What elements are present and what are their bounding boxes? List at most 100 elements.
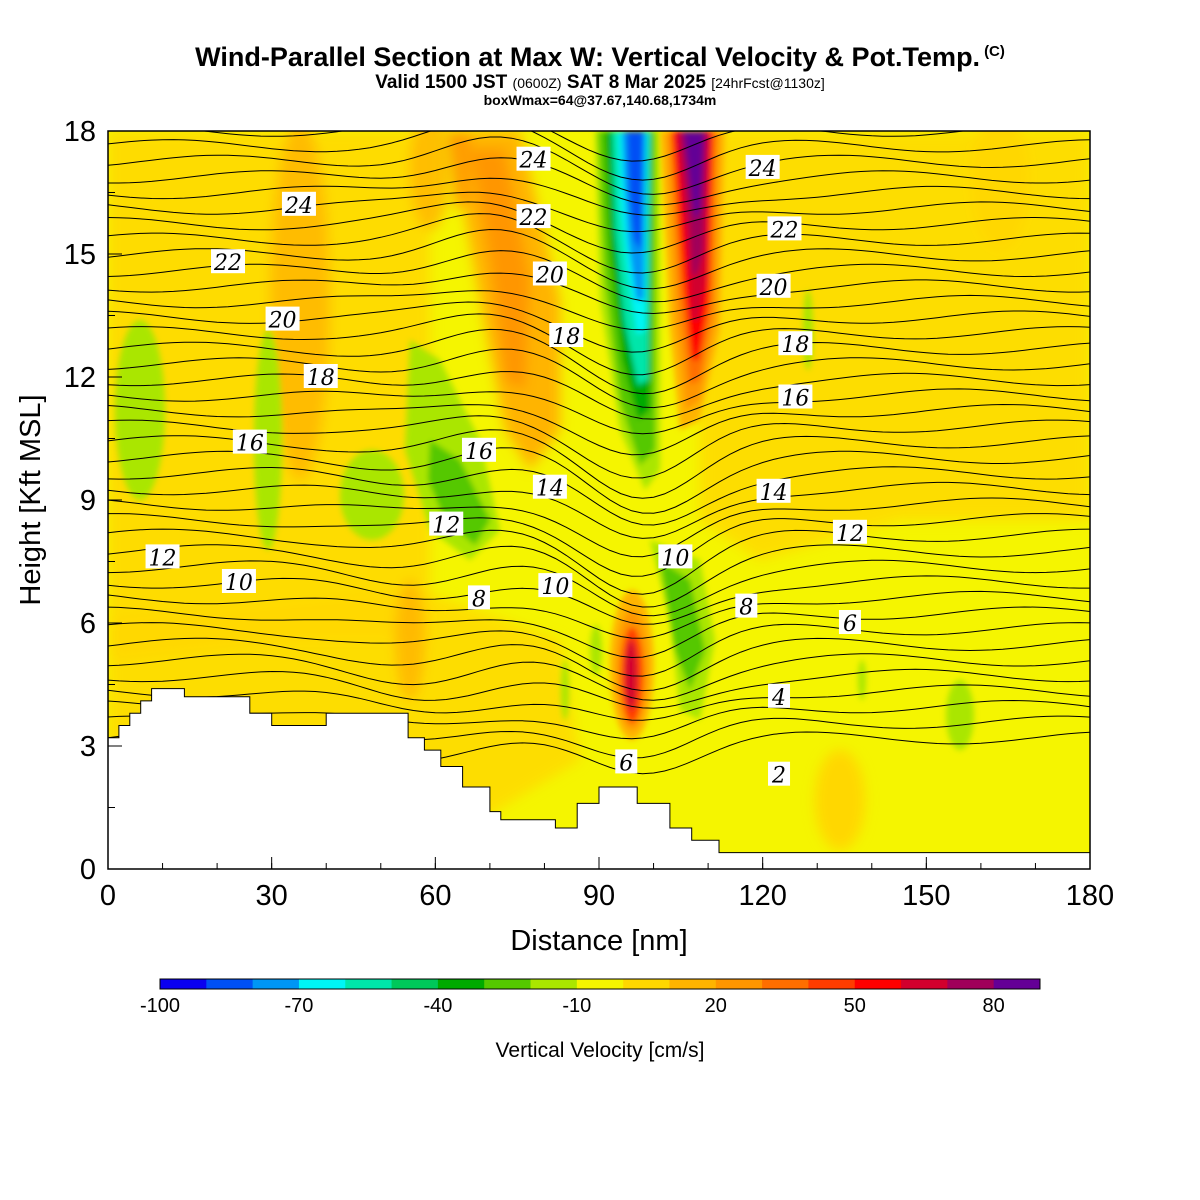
theta-contour-line xyxy=(108,177,1090,216)
theta-contour-label: 4 xyxy=(768,683,791,711)
theta-contour-line xyxy=(108,136,1090,195)
theta-contour-label: 6 xyxy=(838,610,861,637)
colorbar-swatch xyxy=(345,979,393,989)
theta-contour-line xyxy=(108,684,1090,721)
theta-contour-line xyxy=(108,528,1090,595)
svg-text:18: 18 xyxy=(781,333,809,358)
colorbar-label: Vertical Velocity [cm/s] xyxy=(496,1039,705,1062)
y-tick-label: 12 xyxy=(64,362,96,394)
theta-contour-label: 18 xyxy=(778,331,813,358)
colorbar-swatch xyxy=(762,979,809,989)
theta-contour-line xyxy=(108,653,1090,701)
theta-contour-line xyxy=(108,313,1090,376)
theta-contour-label: 14 xyxy=(756,478,791,506)
svg-text:8: 8 xyxy=(472,587,486,612)
colorbar-swatch xyxy=(437,979,485,989)
theta-contour-line xyxy=(108,606,1090,659)
colorbar-swatch xyxy=(391,979,439,989)
x-tick-label: 90 xyxy=(583,880,615,912)
y-axis-label: Height [Kft MSL] xyxy=(15,394,47,605)
x-tick-label: 120 xyxy=(738,880,786,912)
colorbar-swatch xyxy=(854,979,902,989)
theta-contour-line xyxy=(108,590,1090,639)
theta-contour-label: 24 xyxy=(516,146,551,174)
theta-contour-label: 16 xyxy=(778,384,813,412)
theta-contour-label: 12 xyxy=(832,519,867,547)
colorbar-swatch xyxy=(252,979,300,989)
colorbar: -100 -70 -40 -10 20 50 80 xyxy=(140,978,1041,1017)
svg-text:12: 12 xyxy=(836,522,864,547)
svg-text:24: 24 xyxy=(519,149,548,174)
svg-text:16: 16 xyxy=(236,432,264,457)
colorbar-tick-label: 20 xyxy=(705,995,727,1017)
svg-text:14: 14 xyxy=(760,481,788,506)
svg-text:6: 6 xyxy=(843,612,857,637)
theta-contour-line xyxy=(108,497,1090,558)
terrain-profile xyxy=(107,688,1091,870)
svg-text:20: 20 xyxy=(268,309,297,334)
colorbar-swatch xyxy=(530,979,578,989)
colorbar-swatch xyxy=(484,979,532,989)
theta-contour-label: 2 xyxy=(768,761,791,789)
chart-subtitle-2: boxWmax=64@37.67,140.68,1734m xyxy=(483,92,717,108)
theta-contour-label: 6 xyxy=(615,749,638,776)
colorbar-swatch xyxy=(669,979,717,989)
x-tick-label: 30 xyxy=(256,880,288,912)
theta-contour-line xyxy=(108,250,1090,303)
colorbar-tick-label: 50 xyxy=(844,995,866,1017)
theta-contour-line xyxy=(108,668,1090,709)
svg-text:10: 10 xyxy=(661,546,689,571)
theta-contour-line xyxy=(108,544,1090,608)
y-tick-label: 6 xyxy=(80,608,96,640)
svg-text:10: 10 xyxy=(541,575,569,600)
colorbar-swatch xyxy=(298,979,346,989)
theta-contour-line xyxy=(108,429,1090,499)
colorbar-swatch xyxy=(993,979,1041,989)
svg-text:24: 24 xyxy=(748,157,777,182)
theta-contour-line xyxy=(108,201,1090,254)
colorbar-swatch xyxy=(947,979,995,989)
x-tick-label: 180 xyxy=(1066,880,1114,912)
theta-contour-line xyxy=(108,272,1090,315)
y-tick-label: 15 xyxy=(64,239,96,271)
svg-text:16: 16 xyxy=(781,387,809,412)
theta-contour-label: 10 xyxy=(538,573,573,600)
theta-contour-label: 20 xyxy=(532,261,567,289)
x-tick-label: 150 xyxy=(902,880,950,912)
theta-contour-labels: 2422201816121024222018161412108242220181… xyxy=(145,146,867,789)
theta-contour-line xyxy=(108,228,1090,290)
colorbar-tick-label: -70 xyxy=(284,995,313,1017)
chart-subtitle: Valid 1500 JST (0600Z) SAT 8 Mar 2025 [2… xyxy=(375,72,825,93)
svg-text:6: 6 xyxy=(619,751,633,776)
theta-contour-label: 10 xyxy=(221,569,256,596)
svg-text:18: 18 xyxy=(552,325,580,350)
theta-contour-line xyxy=(108,403,1090,456)
theta-contour-line xyxy=(108,466,1090,526)
axes: 0 30 60 90 120 150 180 0 3 6 9 12 15 18 xyxy=(64,116,1114,912)
theta-contour-label: 16 xyxy=(461,437,496,465)
colorbar-swatch xyxy=(623,979,670,989)
colorbar-tick-label: -40 xyxy=(423,995,452,1017)
x-tick-label: 60 xyxy=(419,880,451,912)
theta-contour-line xyxy=(108,575,1090,625)
svg-text:24: 24 xyxy=(284,194,313,219)
colorbar-swatch xyxy=(576,979,624,989)
x-tick-label: 0 xyxy=(100,880,116,912)
theta-contour-label: 24 xyxy=(745,154,780,182)
svg-text:22: 22 xyxy=(769,218,798,243)
svg-text:18: 18 xyxy=(307,366,335,391)
theta-contour-label: 24 xyxy=(281,191,316,219)
colorbar-swatch xyxy=(808,979,856,989)
svg-text:22: 22 xyxy=(519,206,548,231)
theta-contour-line xyxy=(108,290,1090,331)
svg-text:2: 2 xyxy=(771,764,786,789)
colorbar-swatch xyxy=(206,979,254,989)
theta-contour-line xyxy=(108,131,1090,181)
theta-contour-label: 12 xyxy=(429,511,464,539)
theta-contour-line xyxy=(108,191,1090,233)
theta-contour-label: 10 xyxy=(658,544,693,571)
y-tick-label: 9 xyxy=(80,485,96,517)
theta-contour-label: 8 xyxy=(735,593,758,621)
theta-contour-line xyxy=(108,157,1090,206)
